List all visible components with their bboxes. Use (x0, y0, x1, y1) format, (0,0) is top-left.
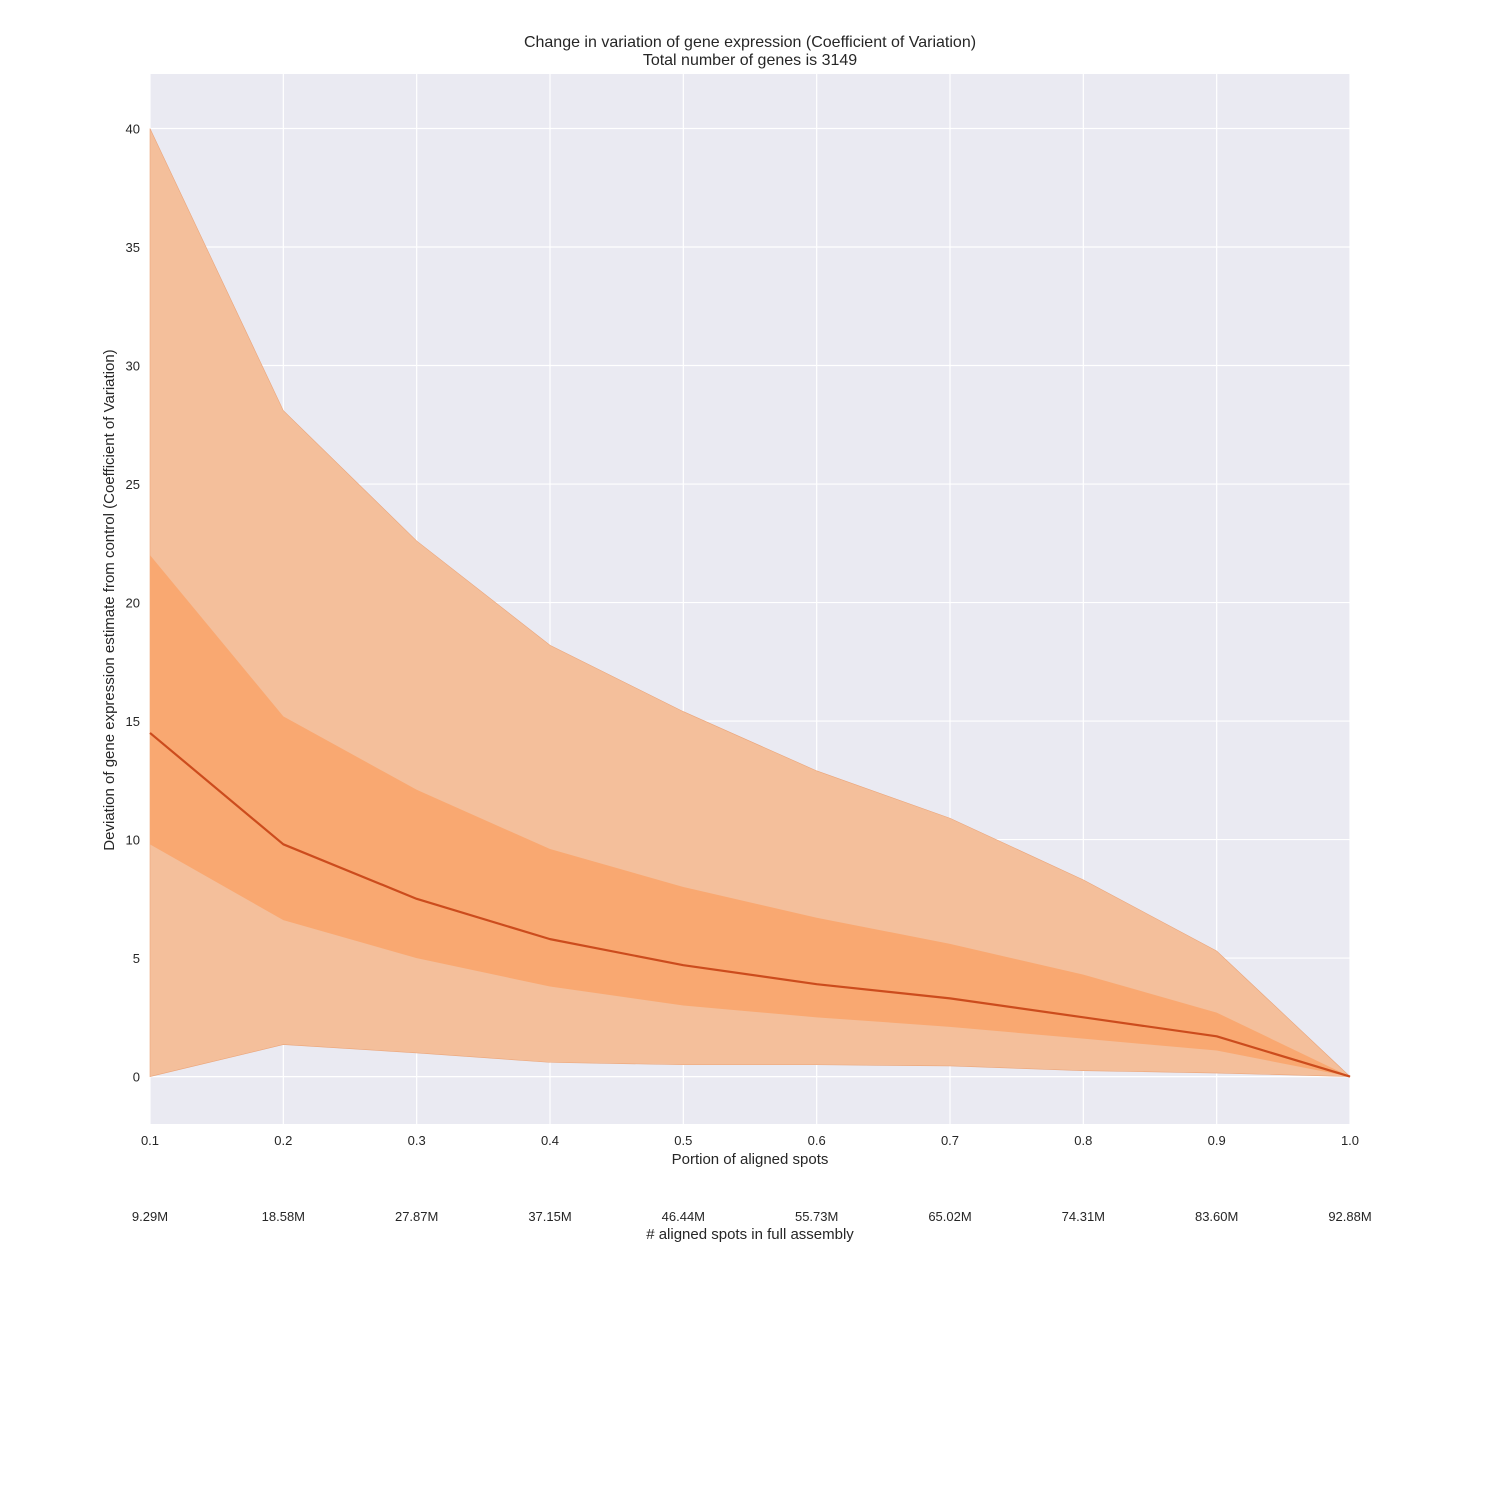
chart-title: Change in variation of gene expression (… (523, 34, 977, 51)
x2-tick-label: 27.87M (395, 1209, 438, 1224)
y-tick-label: 35 (126, 240, 140, 255)
x-tick-label: 0.1 (141, 1133, 159, 1148)
y-tick-label: 25 (126, 477, 140, 492)
y-tick-label: 5 (133, 951, 140, 966)
median-line (149, 732, 1351, 1078)
x-tick-label: 0.9 (1208, 1133, 1226, 1148)
x-tick-label: 0.5 (674, 1133, 692, 1148)
x2-tick-label: 46.44M (662, 1209, 705, 1224)
x-tick-label: 0.2 (274, 1133, 292, 1148)
y-tick-label: 15 (126, 714, 140, 729)
x2-tick-label: 18.58M (262, 1209, 305, 1224)
x-tick-label: 0.7 (941, 1133, 959, 1148)
bands (149, 128, 1351, 1077)
x2-tick-label: 55.73M (795, 1209, 838, 1224)
chart-subtitle: Total number of genes is 3149 (642, 52, 858, 69)
y-axis-label-text: Deviation of gene expression estimate fr… (101, 349, 118, 851)
y-tick-label: 0 (133, 1070, 140, 1085)
x-tick-label: 0.3 (408, 1133, 426, 1148)
x-axis-label: Portion of aligned spots (671, 1151, 829, 1168)
tick-labels: 0 5 10 15 20 25 30 35 40 0.1 9.29M 0.2 18.58M 0.3 27.8… (126, 122, 1372, 1224)
x2-tick-label: 83.60M (1195, 1209, 1238, 1224)
y-tick-label: 10 (126, 833, 140, 848)
inner-band (150, 555, 1350, 1077)
x-tick-label: 0.6 (808, 1133, 826, 1148)
y-tick-label: 30 (126, 359, 140, 374)
x2-tick-label: 74.31M (1062, 1209, 1105, 1224)
x2-tick-label: 92.88M (1328, 1209, 1371, 1224)
x2-tick-label: 65.02M (928, 1209, 971, 1224)
median-series (149, 732, 1351, 1078)
y-tick-label: 20 (126, 596, 140, 611)
x-tick-label: 1.0 (1341, 1133, 1359, 1148)
x2-axis-label: # aligned spots in full assembly (646, 1226, 854, 1243)
x2-tick-label: 37.15M (528, 1209, 571, 1224)
x-tick-label: 0.4 (541, 1133, 559, 1148)
y-tick-label: 40 (126, 122, 140, 137)
x-tick-label: 0.8 (1074, 1133, 1092, 1148)
x2-tick-label: 9.29M (132, 1209, 168, 1224)
